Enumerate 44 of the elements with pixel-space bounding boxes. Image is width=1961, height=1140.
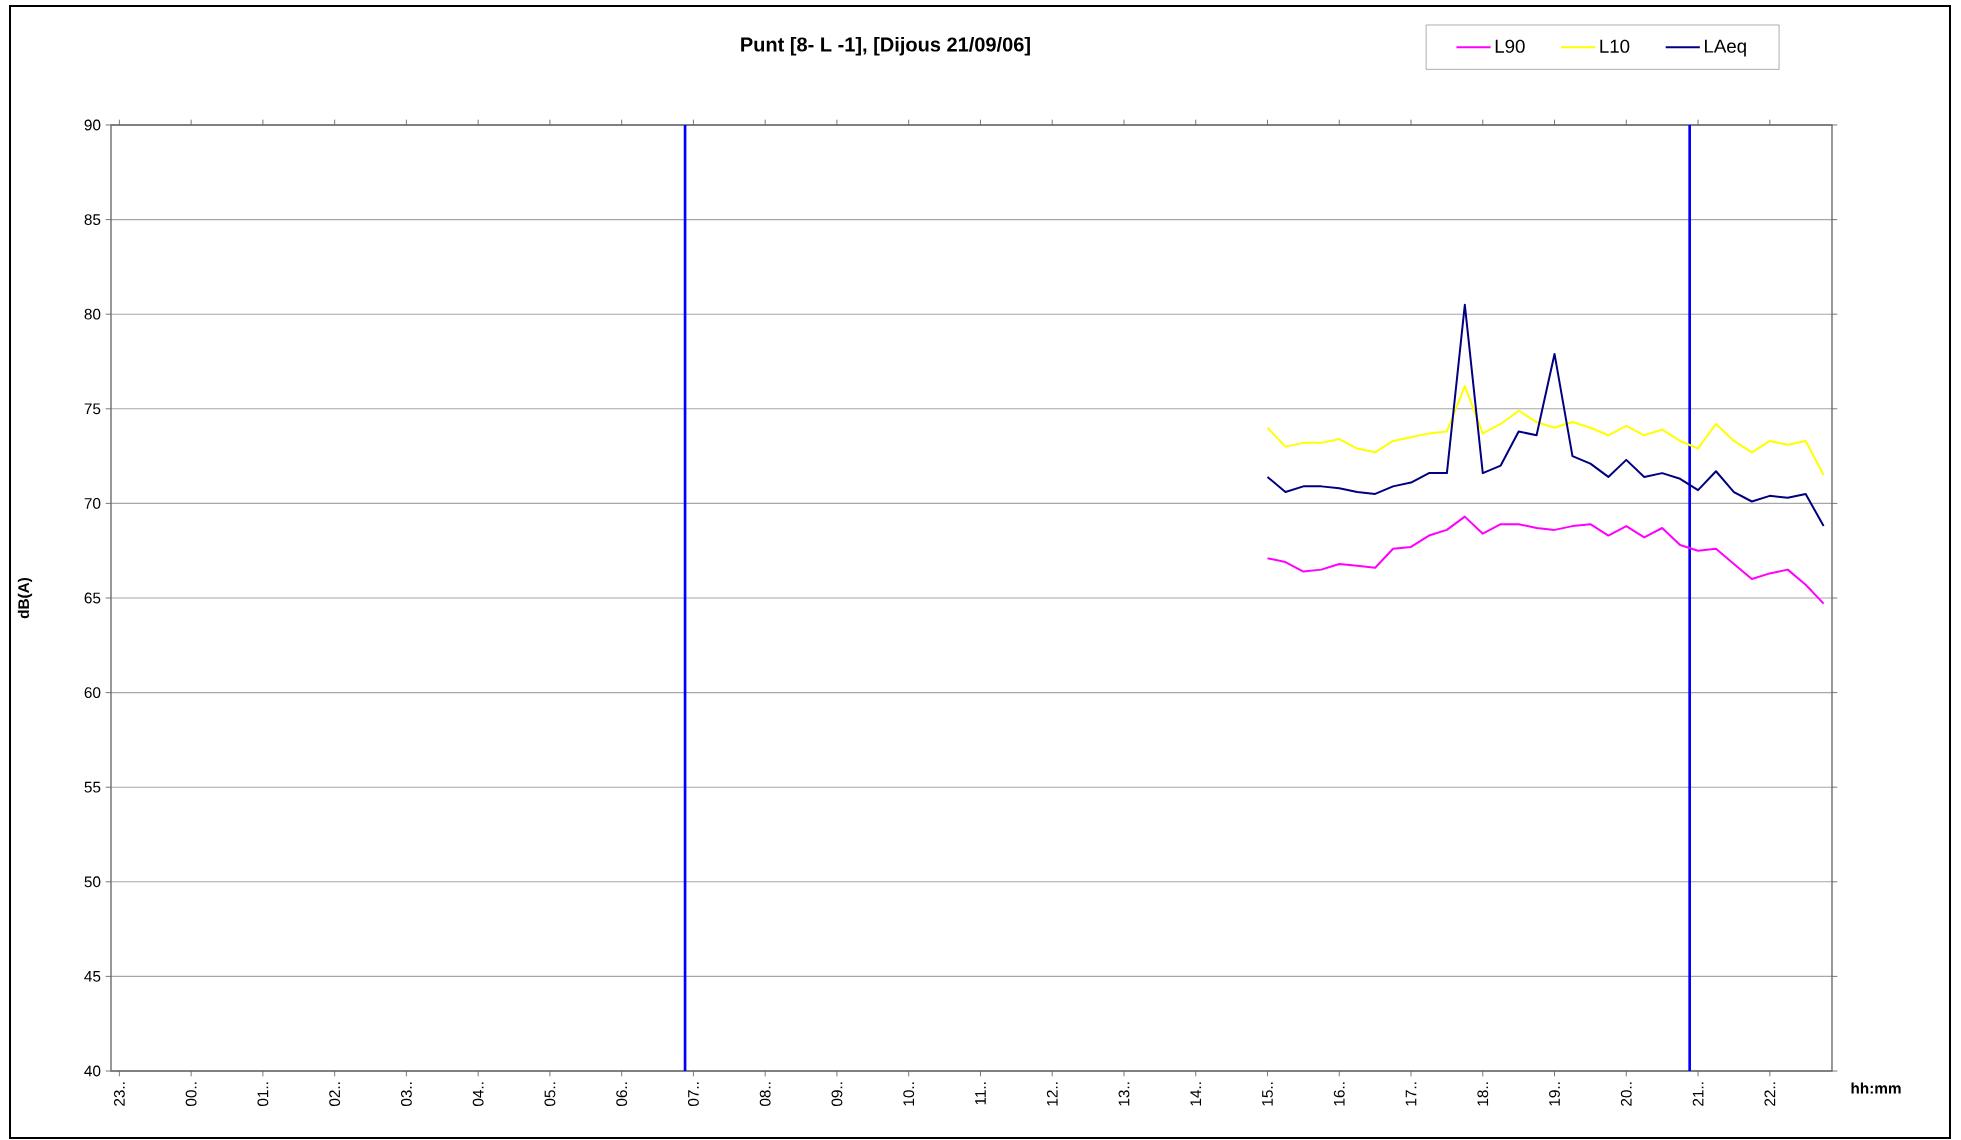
legend-label: L90 bbox=[1495, 39, 1525, 53]
y-tick-label: 80 bbox=[84, 308, 101, 320]
x-tick-label: 21.. bbox=[1692, 1082, 1704, 1106]
x-tick-label: 12.. bbox=[1046, 1082, 1058, 1106]
y-axis-title: dB(A) bbox=[17, 577, 33, 619]
x-tick-label: 10.. bbox=[903, 1082, 915, 1106]
x-tick-label: 17.. bbox=[1405, 1082, 1417, 1106]
legend-label: L10 bbox=[1600, 39, 1630, 53]
y-tick-label: 45 bbox=[84, 971, 101, 982]
x-tick-label: 14.. bbox=[1190, 1082, 1202, 1106]
x-tick-label: 03.. bbox=[400, 1082, 412, 1107]
x-tick-label: 02.. bbox=[329, 1082, 341, 1107]
x-tick-label: 09.. bbox=[831, 1082, 843, 1107]
x-tick-label: 11.. bbox=[975, 1082, 986, 1105]
x-tick-label: 16.. bbox=[1333, 1082, 1345, 1106]
y-tick-label: 55 bbox=[84, 781, 101, 793]
y-tick-label: 85 bbox=[84, 214, 101, 226]
x-tick-label: 04.. bbox=[472, 1082, 484, 1107]
chart-title: Punt [8- L -1], [Dijous 21/09/06] bbox=[741, 36, 1030, 56]
x-tick-label: 23.. bbox=[113, 1082, 125, 1106]
line-series bbox=[1266, 385, 1825, 477]
y-tick-label: 75 bbox=[84, 403, 101, 415]
x-tick-label: 07.. bbox=[688, 1082, 699, 1107]
y-tick-label: 60 bbox=[84, 687, 101, 699]
x-tick-label: 00.. bbox=[185, 1082, 197, 1107]
x-tick-label: 01.. bbox=[257, 1082, 269, 1107]
y-tick-label: 70 bbox=[84, 497, 101, 509]
x-tick-label: 13.. bbox=[1118, 1082, 1130, 1106]
x-axis-title: hh:mm bbox=[1851, 1082, 1901, 1094]
x-tick-label: 18.. bbox=[1477, 1082, 1489, 1106]
x-tick-label: 19.. bbox=[1549, 1082, 1560, 1106]
y-tick-label: 65 bbox=[84, 592, 101, 604]
y-tick-label: 90 bbox=[84, 119, 101, 131]
legend-label: LAeq bbox=[1705, 39, 1746, 57]
y-tick-label: 40 bbox=[84, 1065, 101, 1077]
line-series bbox=[1266, 515, 1825, 605]
y-tick-label: 50 bbox=[84, 876, 101, 888]
x-tick-label: 05.. bbox=[544, 1082, 556, 1107]
x-tick-label: 20.. bbox=[1620, 1082, 1632, 1106]
x-tick-label: 15.. bbox=[1262, 1082, 1273, 1106]
x-tick-label: 22.. bbox=[1764, 1082, 1776, 1106]
line-series bbox=[1266, 303, 1825, 528]
x-tick-label: 08.. bbox=[759, 1082, 771, 1107]
x-tick-label: 06.. bbox=[616, 1082, 628, 1107]
